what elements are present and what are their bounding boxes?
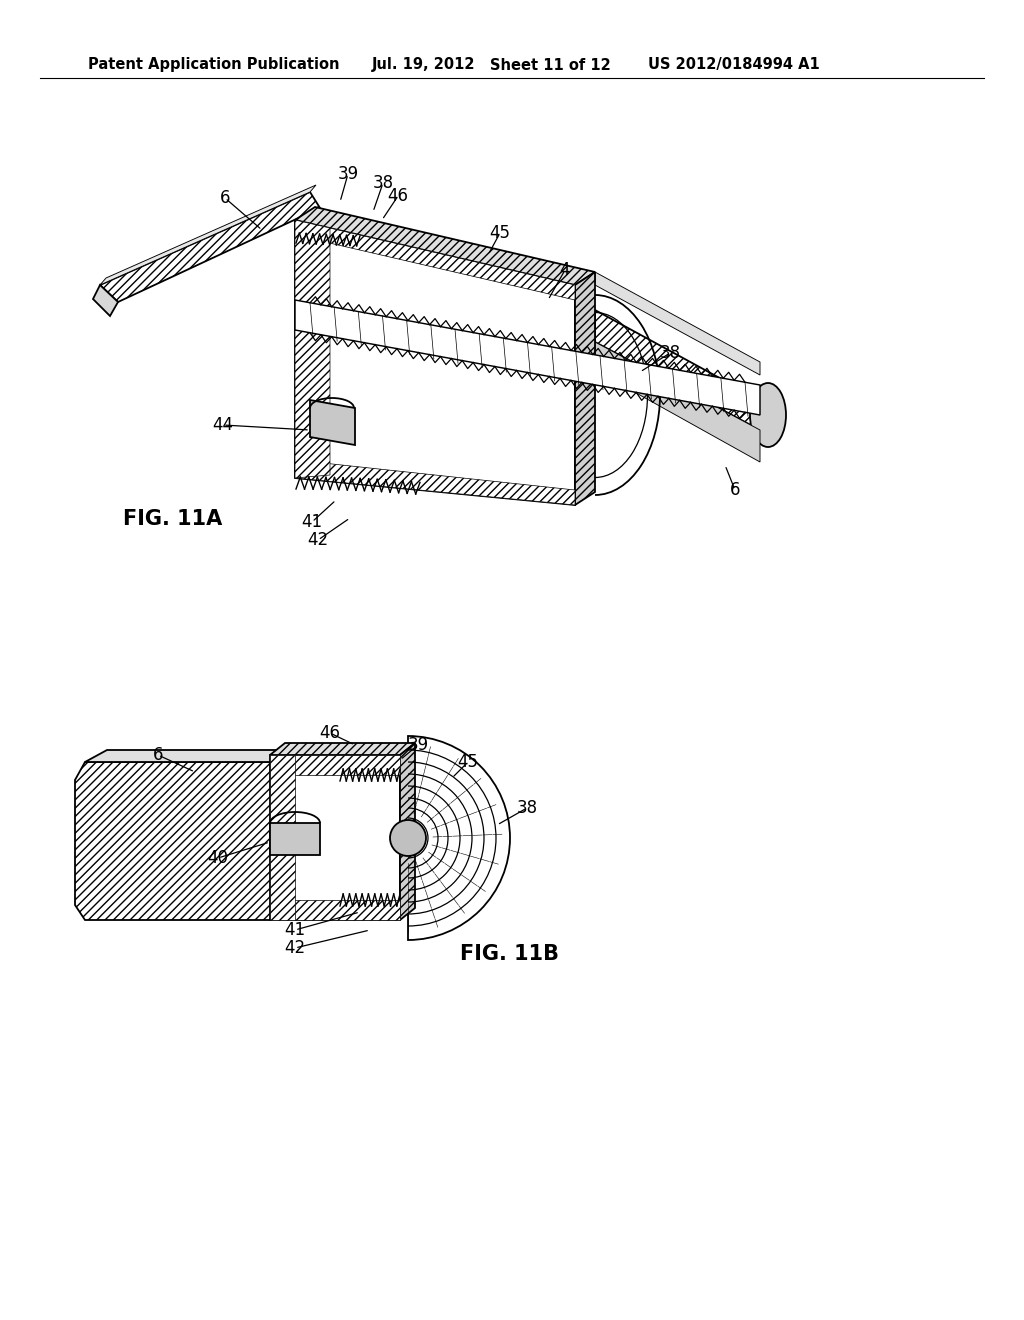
Polygon shape [295,220,575,506]
Polygon shape [400,743,415,920]
Text: 41: 41 [301,513,323,531]
Polygon shape [310,400,355,445]
Text: Jul. 19, 2012: Jul. 19, 2012 [372,58,475,73]
Wedge shape [408,737,510,940]
Text: 6: 6 [730,480,740,499]
Text: Sheet 11 of 12: Sheet 11 of 12 [490,58,610,73]
Text: 6: 6 [153,746,163,764]
Polygon shape [270,822,319,855]
Text: FIG. 11B: FIG. 11B [461,944,559,964]
Polygon shape [85,750,290,762]
Text: 42: 42 [285,939,305,957]
Text: 45: 45 [458,752,478,771]
Polygon shape [93,285,118,315]
Text: 42: 42 [307,531,329,549]
Polygon shape [100,185,316,285]
Polygon shape [270,755,400,920]
Text: 39: 39 [338,165,358,183]
Circle shape [390,820,426,855]
Text: FIG. 11A: FIG. 11A [123,510,222,529]
Text: 40: 40 [208,849,228,867]
Polygon shape [595,310,760,430]
Ellipse shape [750,383,786,447]
Text: 46: 46 [319,723,341,742]
Polygon shape [595,342,760,462]
Polygon shape [295,300,760,414]
Text: 45: 45 [489,224,511,242]
Polygon shape [270,743,415,755]
Polygon shape [295,220,575,300]
Polygon shape [270,900,400,920]
Text: 38: 38 [659,345,681,362]
Polygon shape [575,272,595,506]
Text: 39: 39 [408,737,429,754]
Polygon shape [270,755,295,920]
Text: 41: 41 [285,921,305,939]
Text: 4: 4 [560,261,570,279]
Polygon shape [100,191,319,302]
Polygon shape [270,750,290,920]
Polygon shape [295,207,595,285]
Text: US 2012/0184994 A1: US 2012/0184994 A1 [648,58,820,73]
Text: 6: 6 [220,189,230,207]
Polygon shape [295,459,575,506]
Text: Patent Application Publication: Patent Application Publication [88,58,340,73]
Text: 44: 44 [213,416,233,434]
Polygon shape [75,762,285,920]
Text: 38: 38 [516,799,538,817]
Polygon shape [595,272,760,375]
Text: 38: 38 [373,174,393,191]
Polygon shape [270,755,400,775]
Polygon shape [295,220,330,478]
Text: 46: 46 [387,187,409,205]
